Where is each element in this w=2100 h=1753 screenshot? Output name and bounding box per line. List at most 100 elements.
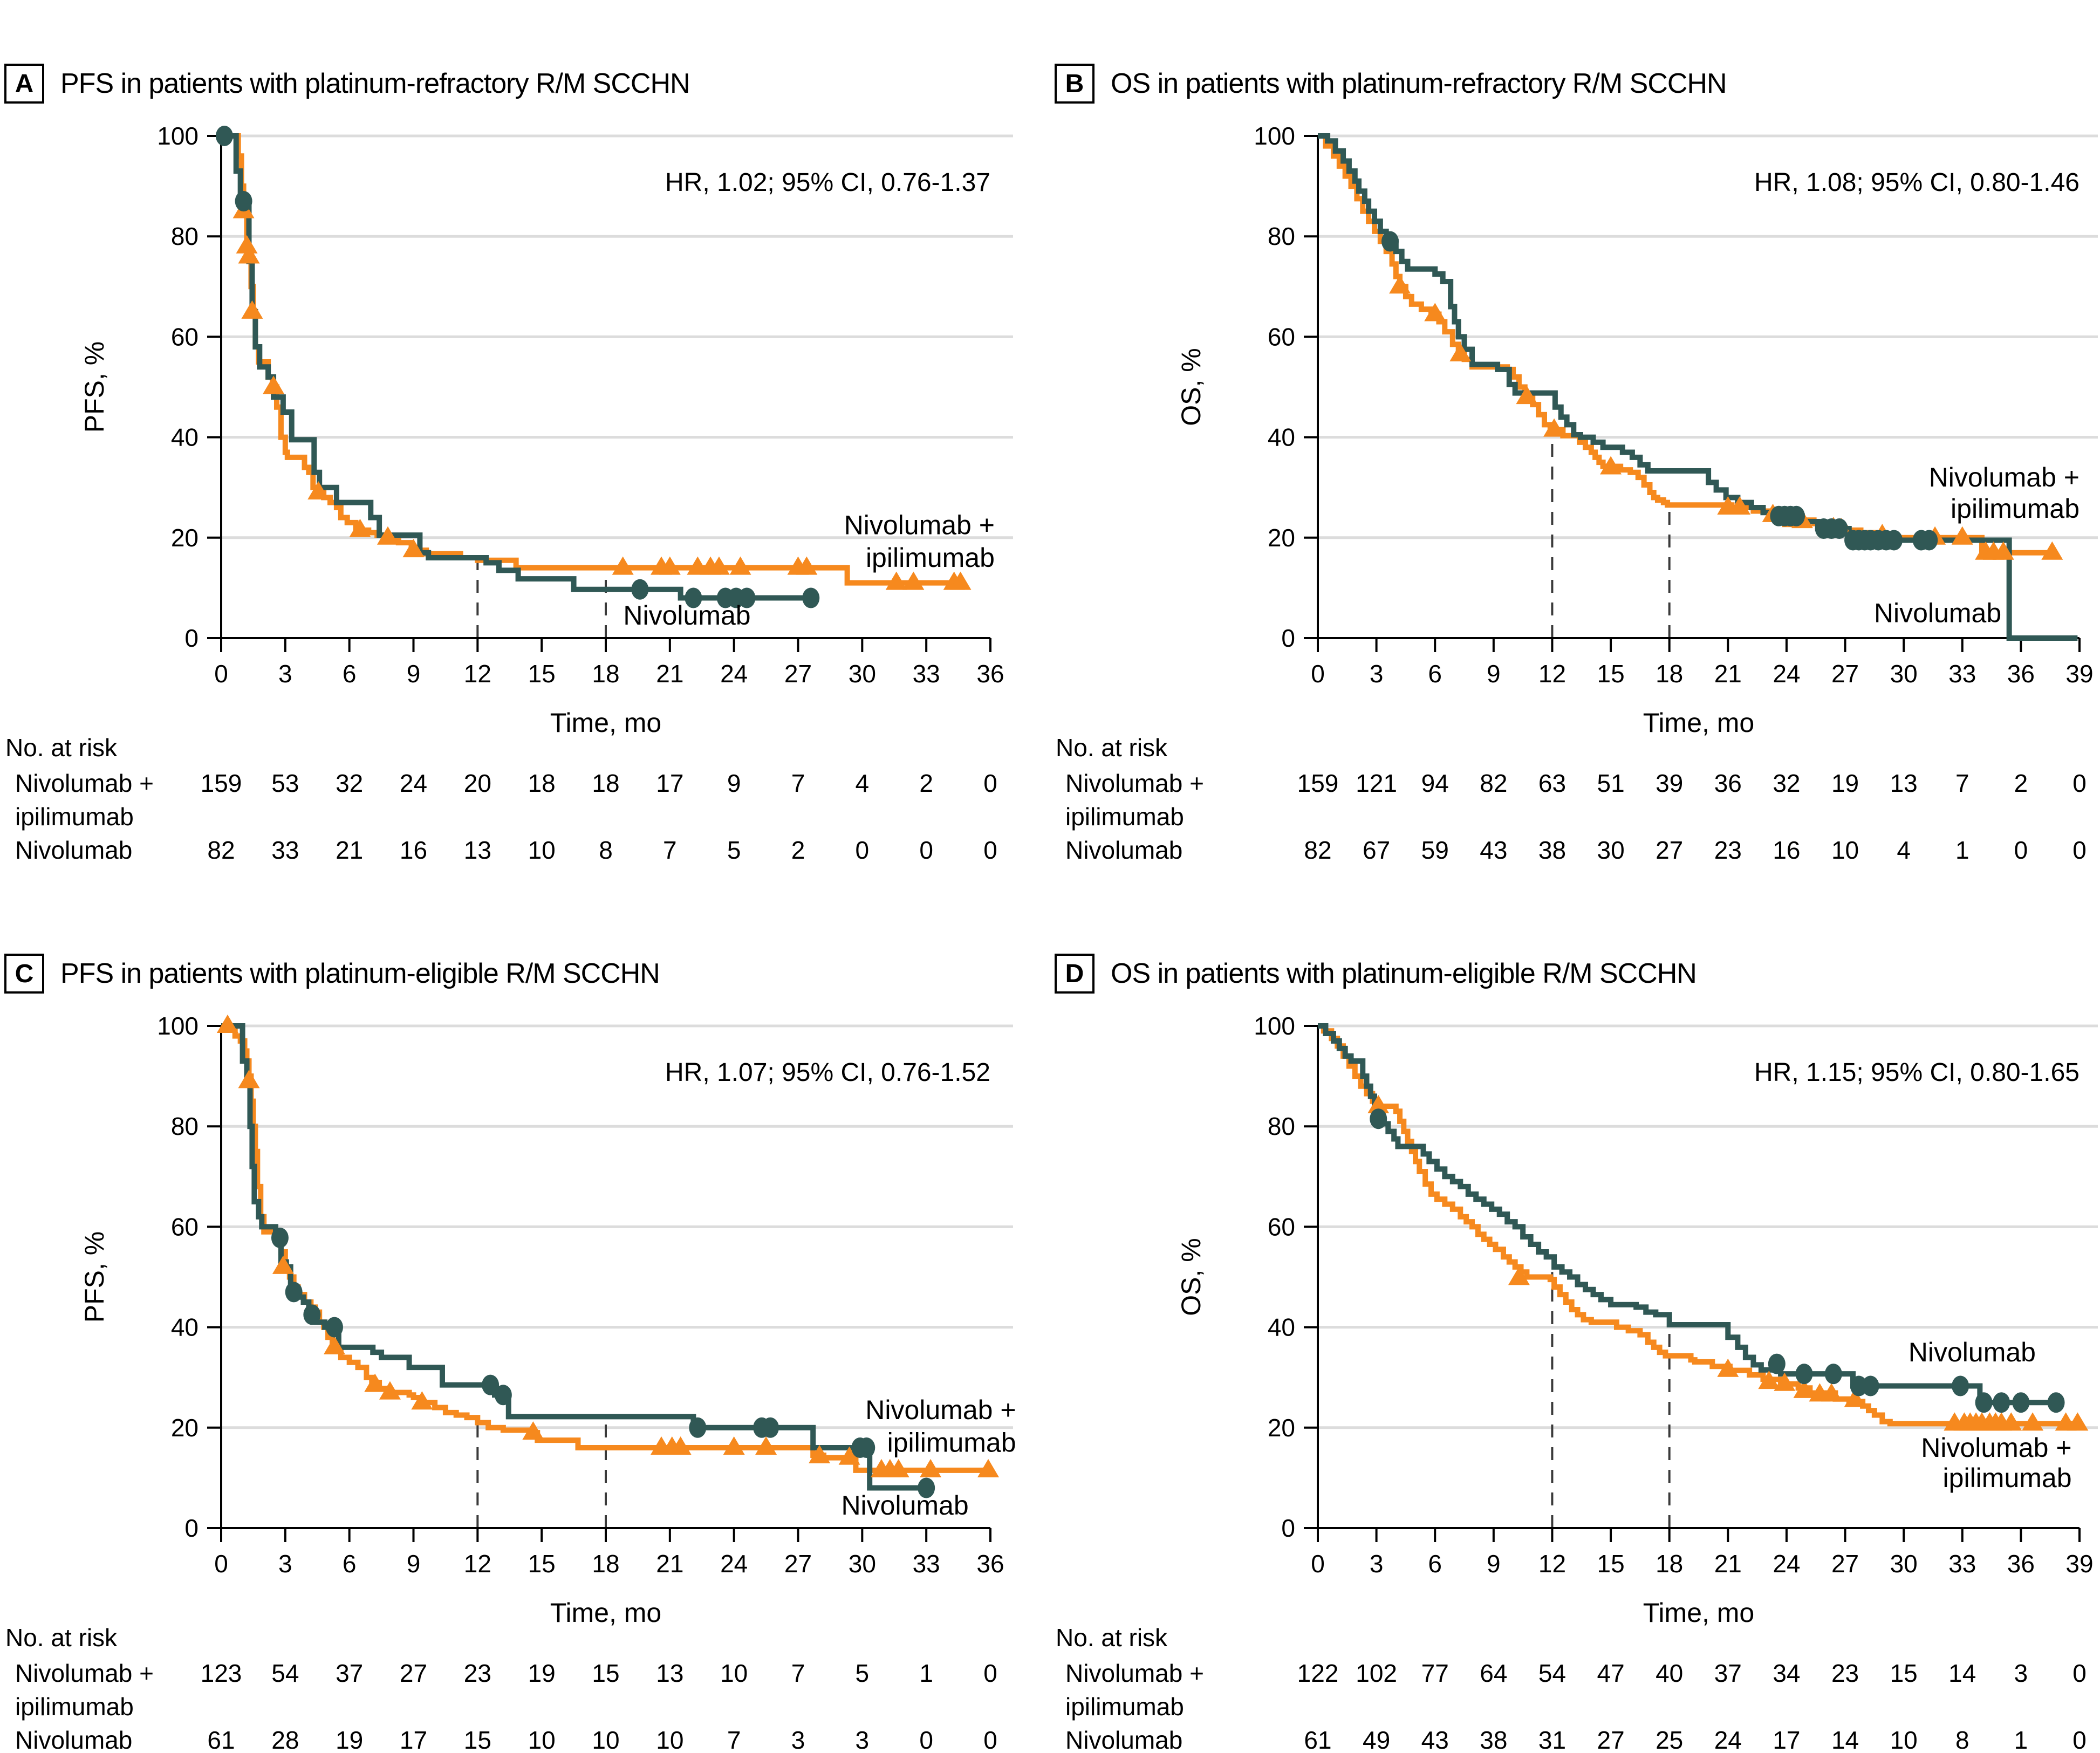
- x-tick-label: 0: [1311, 660, 1325, 688]
- y-tick-label: 80: [171, 1112, 199, 1140]
- at-risk-count: 0: [983, 769, 997, 797]
- at-risk-count: 47: [1597, 1659, 1624, 1687]
- at-risk-row-label: ipilimumab: [1065, 803, 1184, 831]
- curve-label: Nivolumab +: [844, 510, 995, 540]
- x-tick-label: 3: [278, 660, 292, 688]
- at-risk-count: 59: [1421, 836, 1449, 863]
- at-risk-row-label: Nivolumab: [1065, 1726, 1182, 1753]
- at-risk-count: 5: [727, 836, 741, 863]
- y-tick-label: 80: [1268, 222, 1295, 250]
- x-tick-label: 9: [407, 660, 421, 688]
- censor-triangle-marker: [1992, 541, 2014, 560]
- x-tick-label: 24: [720, 1550, 748, 1578]
- censor-circle-marker: [2012, 1392, 2030, 1413]
- at-risk-count: 32: [1773, 769, 1800, 797]
- x-tick-label: 21: [656, 1550, 683, 1578]
- at-risk-count: 36: [1714, 769, 1742, 797]
- x-tick-label: 24: [1773, 660, 1800, 688]
- x-tick-label: 15: [1597, 1550, 1624, 1578]
- censor-triangle-marker: [1543, 418, 1565, 437]
- y-tick-label: 20: [1268, 1414, 1295, 1442]
- at-risk-count: 82: [207, 836, 235, 863]
- censor-circle-marker: [802, 587, 820, 608]
- at-risk-count: 10: [528, 1726, 556, 1753]
- y-tick-label: 80: [1268, 1112, 1295, 1140]
- at-risk-count: 7: [1955, 769, 1969, 797]
- censor-triangle-marker: [887, 1458, 909, 1477]
- x-tick-label: 27: [1831, 660, 1859, 688]
- at-risk-count: 7: [791, 1659, 805, 1687]
- curve-label: Nivolumab: [623, 600, 750, 631]
- panel-header: C PFS in patients with platinum-eligible …: [4, 954, 660, 994]
- at-risk-count: 0: [983, 836, 997, 863]
- curve-label: ipilimumab: [1943, 1463, 2072, 1493]
- at-risk-count: 0: [919, 836, 933, 863]
- at-risk-count: 2: [2014, 769, 2028, 797]
- y-axis-title: OS, %: [1176, 348, 1206, 426]
- censor-triangle-marker: [1758, 1371, 1780, 1389]
- at-risk-row-label: Nivolumab: [15, 1726, 132, 1753]
- at-risk-count: 53: [271, 769, 299, 797]
- censor-triangle-marker: [902, 571, 925, 590]
- x-tick-label: 30: [849, 660, 876, 688]
- at-risk-heading: No. at risk: [5, 1624, 118, 1652]
- x-tick-label: 12: [1538, 660, 1566, 688]
- at-risk-count: 1: [2014, 1726, 2028, 1753]
- x-tick-label: 30: [849, 1550, 876, 1578]
- curve-label: ipilimumab: [1951, 494, 2080, 524]
- x-tick-label: 33: [1948, 660, 1976, 688]
- x-tick-label: 33: [913, 660, 940, 688]
- censor-triangle-marker: [977, 1458, 1000, 1477]
- at-risk-count: 3: [791, 1726, 805, 1753]
- censor-circle-marker: [1824, 1364, 1842, 1385]
- at-risk-count: 4: [1897, 836, 1911, 863]
- at-risk-count: 0: [919, 1726, 933, 1753]
- at-risk-count: 0: [2072, 769, 2087, 797]
- censor-triangle-marker: [809, 1444, 831, 1463]
- x-tick-label: 9: [407, 1550, 421, 1578]
- at-risk-count: 4: [856, 769, 870, 797]
- at-risk-count: 0: [983, 1659, 997, 1687]
- curve-label: Nivolumab: [1909, 1337, 2036, 1367]
- at-risk-count: 0: [856, 836, 870, 863]
- at-risk-count: 61: [1304, 1726, 1331, 1753]
- censor-triangle-marker: [1449, 343, 1472, 361]
- y-tick-label: 60: [171, 1213, 199, 1241]
- at-risk-count: 77: [1421, 1659, 1449, 1687]
- y-tick-label: 100: [1254, 1012, 1295, 1040]
- at-risk-count: 39: [1656, 769, 1683, 797]
- censor-triangle-marker: [729, 556, 751, 575]
- censor-circle-marker: [762, 1417, 779, 1438]
- at-risk-count: 27: [400, 1659, 427, 1687]
- x-tick-label: 39: [2065, 1550, 2093, 1578]
- at-risk-count: 14: [1831, 1726, 1859, 1753]
- x-tick-label: 36: [976, 1550, 1004, 1578]
- at-risk-count: 0: [2014, 836, 2028, 863]
- censor-triangle-marker: [272, 1255, 294, 1274]
- panel-label-box: B: [1055, 64, 1095, 104]
- at-risk-count: 8: [599, 836, 613, 863]
- y-tick-label: 40: [1268, 423, 1295, 451]
- censor-circle-marker: [303, 1304, 321, 1325]
- at-risk-count: 82: [1480, 769, 1507, 797]
- censor-circle-marker: [271, 1227, 289, 1248]
- panel-header: D OS in patients with platinum-eligible R…: [1055, 954, 1697, 994]
- km-curve-nivolumab-ipilimumab: [1318, 1023, 2080, 1427]
- censor-triangle-marker: [1717, 1358, 1739, 1377]
- censor-circle-marker: [1920, 530, 1938, 551]
- x-tick-label: 0: [214, 660, 228, 688]
- censor-circle-marker: [235, 191, 252, 212]
- censor-triangle-marker: [612, 556, 634, 575]
- km-curve-nivolumab: [1318, 133, 2078, 641]
- at-risk-count: 10: [720, 1659, 748, 1687]
- at-risk-count: 121: [1356, 769, 1397, 797]
- curve-label: Nivolumab: [841, 1490, 968, 1521]
- x-tick-label: 3: [1370, 1550, 1384, 1578]
- at-risk-count: 0: [2072, 836, 2087, 863]
- censor-triangle-marker: [796, 556, 818, 575]
- y-tick-label: 0: [1281, 624, 1295, 652]
- at-risk-count: 7: [663, 836, 677, 863]
- censor-triangle-marker: [307, 481, 330, 500]
